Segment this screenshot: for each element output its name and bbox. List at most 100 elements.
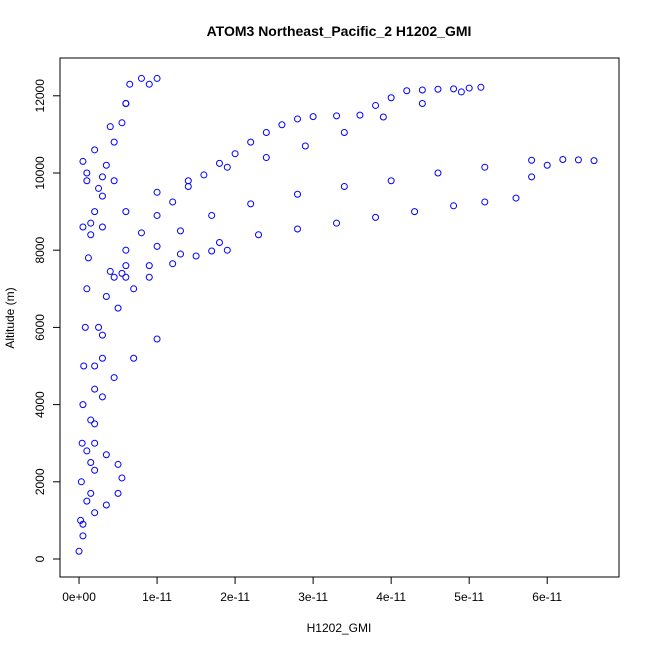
point — [145, 262, 153, 270]
point — [176, 250, 184, 258]
point — [83, 497, 91, 505]
y-tick-label: 0 — [33, 555, 47, 562]
point — [418, 100, 426, 108]
point — [153, 188, 161, 196]
y-tick-label: 2000 — [33, 468, 47, 495]
point — [333, 112, 341, 120]
point — [262, 154, 270, 162]
point — [87, 489, 95, 497]
point — [87, 219, 95, 227]
point — [137, 229, 145, 237]
point — [223, 163, 231, 171]
point — [340, 128, 348, 136]
point — [356, 111, 364, 119]
point — [79, 401, 87, 409]
point — [81, 323, 89, 331]
point — [294, 225, 302, 233]
point — [106, 123, 114, 131]
point — [278, 121, 286, 129]
point — [301, 142, 309, 150]
point — [543, 161, 551, 169]
point — [102, 451, 110, 459]
point — [379, 113, 387, 121]
point — [110, 177, 118, 185]
chart-title: ATOM3 Northeast_Pacific_2 H1202_GMI — [207, 23, 472, 39]
point — [126, 80, 134, 88]
x-axis-label: H1202_GMI — [307, 621, 372, 635]
point — [98, 192, 106, 200]
point — [79, 223, 87, 231]
point — [208, 247, 216, 255]
point — [77, 478, 85, 486]
point — [137, 74, 145, 82]
point — [91, 420, 99, 428]
point — [87, 459, 95, 467]
point — [559, 155, 567, 163]
x-tick-label: 1e-11 — [142, 590, 172, 604]
point — [98, 354, 106, 362]
point — [87, 416, 95, 424]
point — [457, 88, 465, 96]
point — [91, 146, 99, 154]
point — [91, 362, 99, 370]
point — [372, 213, 380, 221]
point — [79, 157, 87, 165]
point — [110, 273, 118, 281]
point — [130, 285, 138, 293]
point — [98, 393, 106, 401]
point — [512, 194, 520, 202]
point — [114, 489, 122, 497]
point — [95, 184, 103, 192]
point — [387, 94, 395, 102]
point — [106, 267, 114, 275]
point — [247, 200, 255, 208]
point — [145, 80, 153, 88]
point — [255, 231, 263, 239]
point — [333, 219, 341, 227]
point — [247, 138, 255, 146]
point — [200, 171, 208, 179]
point — [122, 100, 130, 108]
point — [84, 254, 92, 262]
point — [418, 86, 426, 94]
point — [91, 208, 99, 216]
point — [153, 242, 161, 250]
point — [83, 285, 91, 293]
point — [574, 156, 582, 164]
point — [184, 177, 192, 185]
point — [208, 211, 216, 219]
point — [114, 460, 122, 468]
point — [215, 159, 223, 167]
point — [465, 84, 473, 92]
point — [153, 74, 161, 82]
point — [145, 273, 153, 281]
point — [102, 501, 110, 509]
point — [114, 304, 122, 312]
point — [294, 115, 302, 123]
point — [403, 87, 411, 95]
x-tick-label: 5e-11 — [454, 590, 484, 604]
point — [122, 273, 130, 281]
point — [528, 156, 536, 164]
point — [77, 516, 85, 524]
point — [91, 439, 99, 447]
point — [169, 260, 177, 268]
point — [91, 509, 99, 517]
y-tick-label: 4000 — [33, 391, 47, 418]
y-tick-label: 10000 — [33, 156, 47, 190]
point — [122, 208, 130, 216]
point — [192, 252, 200, 260]
point — [83, 169, 91, 177]
point — [83, 177, 91, 185]
point — [110, 374, 118, 382]
x-tick-label: 0e+00 — [62, 590, 96, 604]
y-axis-label: Altitude (m) — [3, 287, 17, 348]
point — [450, 202, 458, 210]
x-tick-label: 4e-11 — [376, 590, 406, 604]
point — [153, 211, 161, 219]
point — [215, 238, 223, 246]
x-tick-label: 2e-11 — [220, 590, 250, 604]
point — [176, 227, 184, 235]
point — [91, 466, 99, 474]
